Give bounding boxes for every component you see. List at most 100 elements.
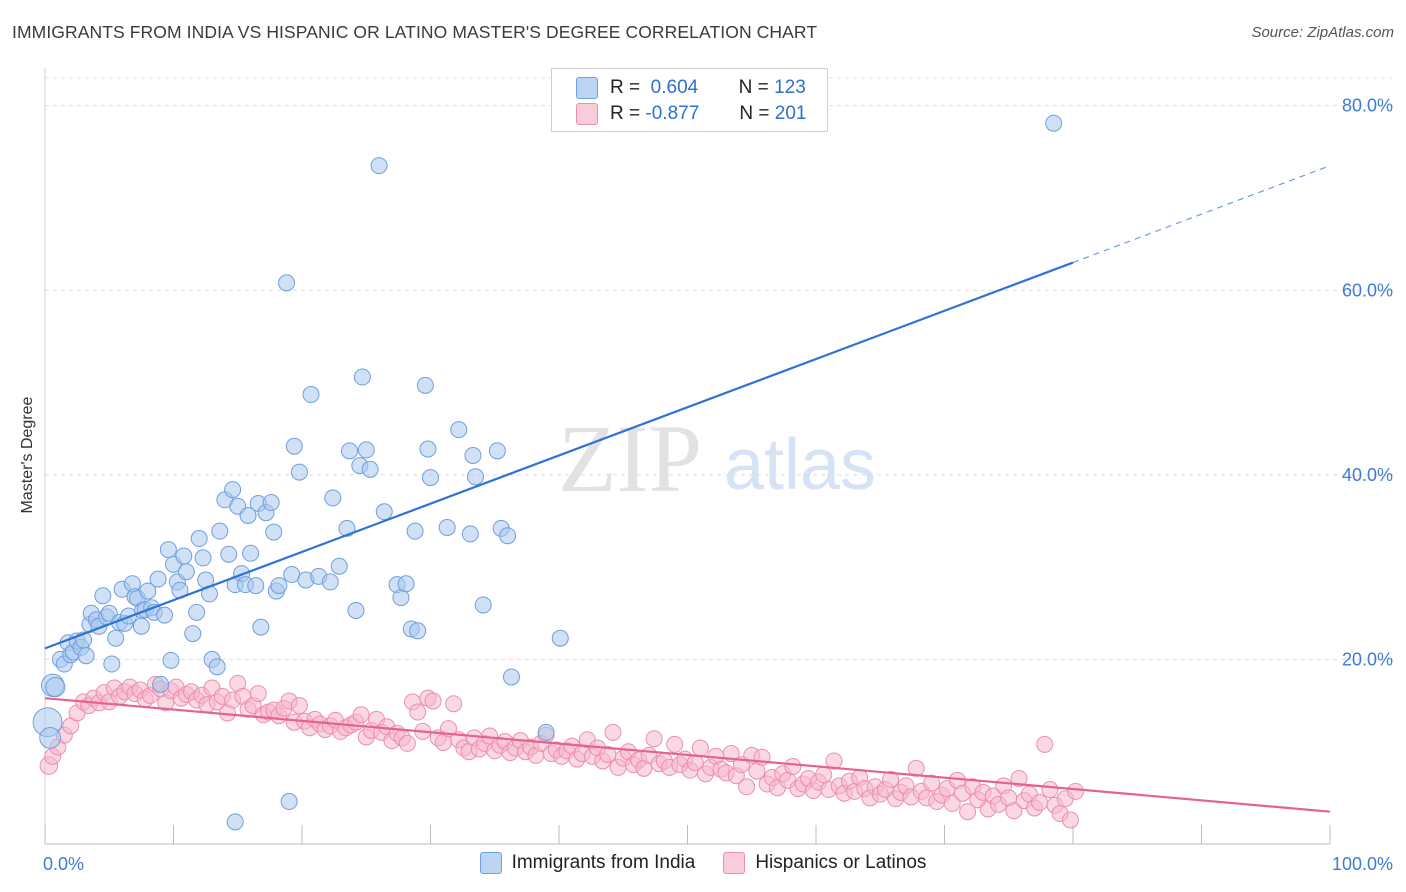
india-point — [450, 421, 468, 439]
legend-n-value-india: 123 — [774, 77, 806, 98]
india-point — [152, 675, 170, 693]
series-legend-india[interactable]: Immigrants from India — [479, 852, 696, 874]
y-tick-label: 80.0% — [1342, 96, 1393, 116]
legend-row-hispanic: R = -0.877 N = 201 — [576, 102, 806, 126]
india-point — [175, 547, 193, 565]
hispanic-point — [784, 757, 802, 775]
correlation-legend: R = 0.604 N = 123 R = -0.877 N = 201 — [551, 68, 828, 132]
hispanic-point — [398, 734, 416, 752]
india-point — [302, 386, 320, 404]
hispanic-point — [923, 774, 941, 792]
india-point — [262, 494, 280, 512]
hispanic-point — [445, 695, 463, 713]
hispanic-point — [907, 759, 925, 777]
hispanic-point — [1067, 782, 1085, 800]
legend-r-label: R = — [610, 103, 641, 124]
india-point — [224, 481, 242, 499]
india-point — [265, 523, 283, 541]
india-point — [370, 157, 388, 175]
india-point — [461, 525, 479, 543]
hispanic-point — [352, 706, 370, 724]
india-trend-line — [44, 261, 1074, 650]
hispanic-point — [424, 692, 442, 710]
india-point — [357, 441, 375, 459]
india-point — [149, 570, 167, 588]
hispanic-point — [1041, 781, 1059, 799]
india-point — [422, 469, 439, 487]
y-tick-label: 40.0% — [1342, 465, 1393, 485]
trend-lines — [44, 165, 1331, 813]
india-point — [270, 577, 288, 595]
india-point — [162, 651, 180, 669]
india-point — [499, 527, 517, 545]
india-point — [290, 463, 308, 481]
india-point — [466, 468, 484, 486]
india-point — [406, 522, 424, 540]
series-legend-hispanic[interactable]: Hispanics or Latinos — [723, 852, 926, 874]
india-point — [280, 793, 298, 811]
series-swatch-hispanic — [723, 852, 746, 874]
india-point — [438, 518, 456, 536]
legend-n-label: N = — [738, 77, 769, 98]
india-point — [474, 596, 492, 614]
india-point — [94, 587, 112, 605]
india-point — [397, 575, 415, 593]
hispanic-point — [1005, 802, 1023, 820]
india-point — [464, 446, 482, 464]
hispanic-point — [815, 766, 833, 784]
hispanic-point — [1061, 811, 1079, 829]
india-point — [347, 602, 365, 620]
hispanic-point — [666, 735, 684, 753]
watermark-atlas: atlas — [724, 425, 876, 505]
india-point — [324, 489, 342, 507]
hispanic-point — [738, 778, 756, 796]
india-point — [409, 622, 427, 640]
legend-n-value-hispanic: 201 — [774, 103, 807, 124]
hispanic-point — [882, 770, 900, 788]
legend-row-india: R = 0.604 N = 123 — [576, 76, 806, 100]
series-swatch-india — [479, 852, 502, 874]
india-point — [361, 460, 379, 478]
india-point — [1045, 114, 1063, 132]
india-point — [132, 617, 150, 635]
series-label-hispanic: Hispanics or Latinos — [755, 852, 927, 873]
watermark-zip: ZIP — [558, 405, 702, 512]
india-point — [139, 582, 157, 600]
india-point — [330, 557, 348, 575]
y-tick-label: 60.0% — [1342, 280, 1393, 300]
india-point — [283, 566, 301, 584]
india-point — [220, 545, 238, 563]
india-point — [502, 668, 520, 686]
x-tick-label-min: 0.0% — [43, 854, 84, 874]
source-note: Source: ZipAtlas.com — [1251, 24, 1394, 41]
series-label-india: Immigrants from India — [511, 852, 696, 873]
india-point — [184, 625, 202, 643]
india-point — [188, 603, 206, 621]
hispanic-point — [959, 803, 977, 821]
india-point — [107, 629, 125, 647]
legend-r-value-india: 0.604 — [650, 77, 699, 98]
hispanic-point — [1036, 735, 1054, 753]
hispanic-point — [943, 794, 961, 812]
india-point — [353, 368, 371, 386]
india-point — [156, 606, 174, 624]
india-point — [39, 726, 62, 749]
india-point — [208, 658, 226, 676]
hispanic-point — [691, 739, 709, 757]
hispanic-point — [645, 730, 663, 748]
india-point — [103, 655, 121, 673]
india-point — [194, 549, 212, 567]
hispanic-point — [1010, 769, 1028, 787]
india-point — [278, 274, 296, 292]
y-tick-label: 20.0% — [1342, 649, 1393, 669]
india-point — [321, 573, 339, 591]
india-trend-extension — [1072, 165, 1331, 264]
india-point — [177, 563, 195, 581]
hispanic-point — [290, 697, 308, 715]
india-points — [32, 114, 1063, 831]
india-point — [45, 677, 66, 698]
legend-r-label: R = — [610, 77, 641, 98]
india-point — [341, 442, 359, 460]
india-point — [77, 647, 95, 665]
